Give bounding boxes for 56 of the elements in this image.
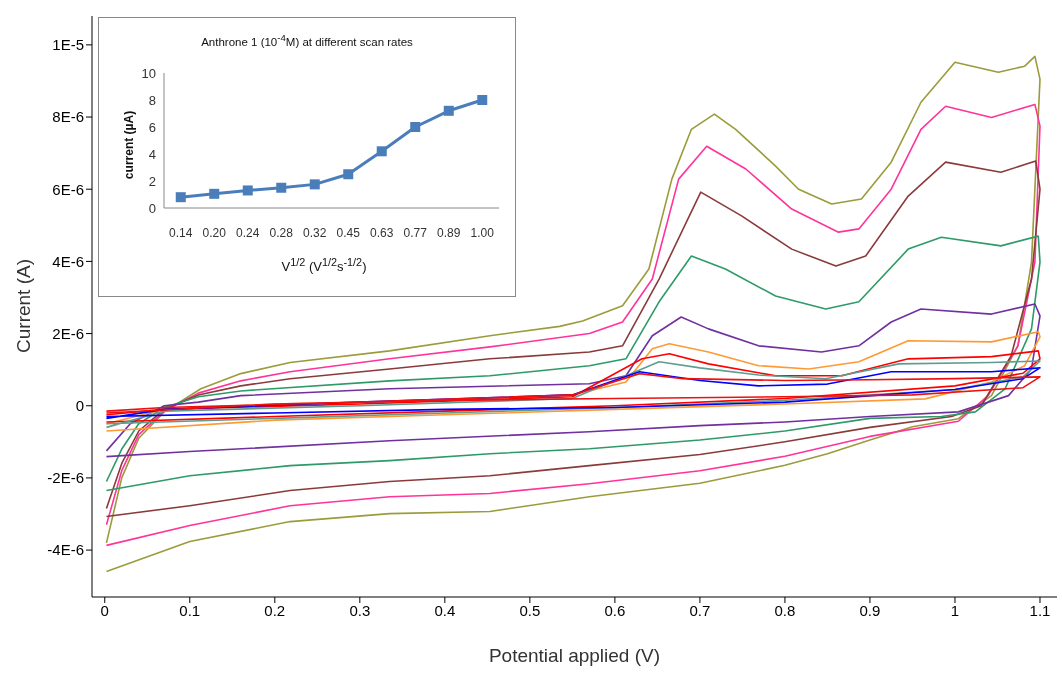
y-tick-label: 2 [148,173,156,189]
x-tick-label: 0.3 [349,601,371,619]
y-tick-label: 8 [148,92,156,108]
x-tick-label: 0.5 [519,601,541,619]
x-axis-title: V$^{1/2}$ (V$^{1/2}$s$^{-1/2}$) [280,256,368,275]
y-tick-label: 0 [148,200,156,216]
y-tick-label: 4 [148,146,156,162]
y-tick-label: -4E-6 [47,541,84,559]
x-tick-label: 0.1 [179,601,201,619]
line-series [105,360,1041,429]
y-tick-label: 6 [148,119,156,135]
point [410,122,421,132]
x-tick-label: 0.7 [689,601,711,619]
point [343,169,354,180]
line-series [105,372,1041,414]
y-tick-label: 2E-6 [52,324,84,342]
y-tick-label: 0 [75,397,84,415]
line-series [105,350,1041,423]
x-tick-label: 0.89 [437,225,461,240]
x-axis-title: Potential applied (V) [487,645,662,667]
x-tick-label: 0.9 [859,601,881,619]
line-series [105,303,1041,458]
y-tick-label: 6E-6 [52,180,84,198]
y-axis-title: Current (A) [13,259,35,353]
point [477,95,488,105]
point [309,179,320,190]
point [376,146,387,157]
point [209,188,220,199]
x-tick-label: 0.24 [236,225,260,240]
x-tick-label: 0.32 [303,225,327,240]
x-tick-label: 0.8 [774,601,796,619]
x-tick-label: 0.6 [604,601,626,619]
line-series [105,235,1041,492]
chart-title: Anthrone 1 (10$^{-4}$M) at different scan rates [200,32,414,48]
x-tick-label: 0.45 [336,225,361,240]
x-tick-label: 0.14 [169,225,193,240]
y-tick-label: 1E-5 [52,36,84,54]
x-tick-label: 0.63 [370,225,394,240]
x-tick-label: 0.4 [434,601,456,619]
x-tick-label: 0.77 [403,225,428,240]
y-tick-label: 4E-6 [52,252,84,270]
point [443,105,454,116]
x-tick-label: 1 [950,601,960,619]
x-tick-label: 0.28 [269,225,294,240]
x-tick-label: 0 [100,601,109,619]
x-tick-label: 0.2 [264,601,286,619]
y-tick-label: 10 [141,65,156,81]
point [242,185,253,196]
point [276,182,287,193]
y-axis-title: current (µA) [122,110,136,180]
x-tick-label: 0.20 [202,225,227,240]
x-tick-label: 1.00 [470,225,495,240]
point [175,192,186,203]
x-tick-label: 1.1 [1029,601,1051,619]
y-tick-label: 8E-6 [52,108,84,126]
y-tick-label: -2E-6 [47,469,84,487]
